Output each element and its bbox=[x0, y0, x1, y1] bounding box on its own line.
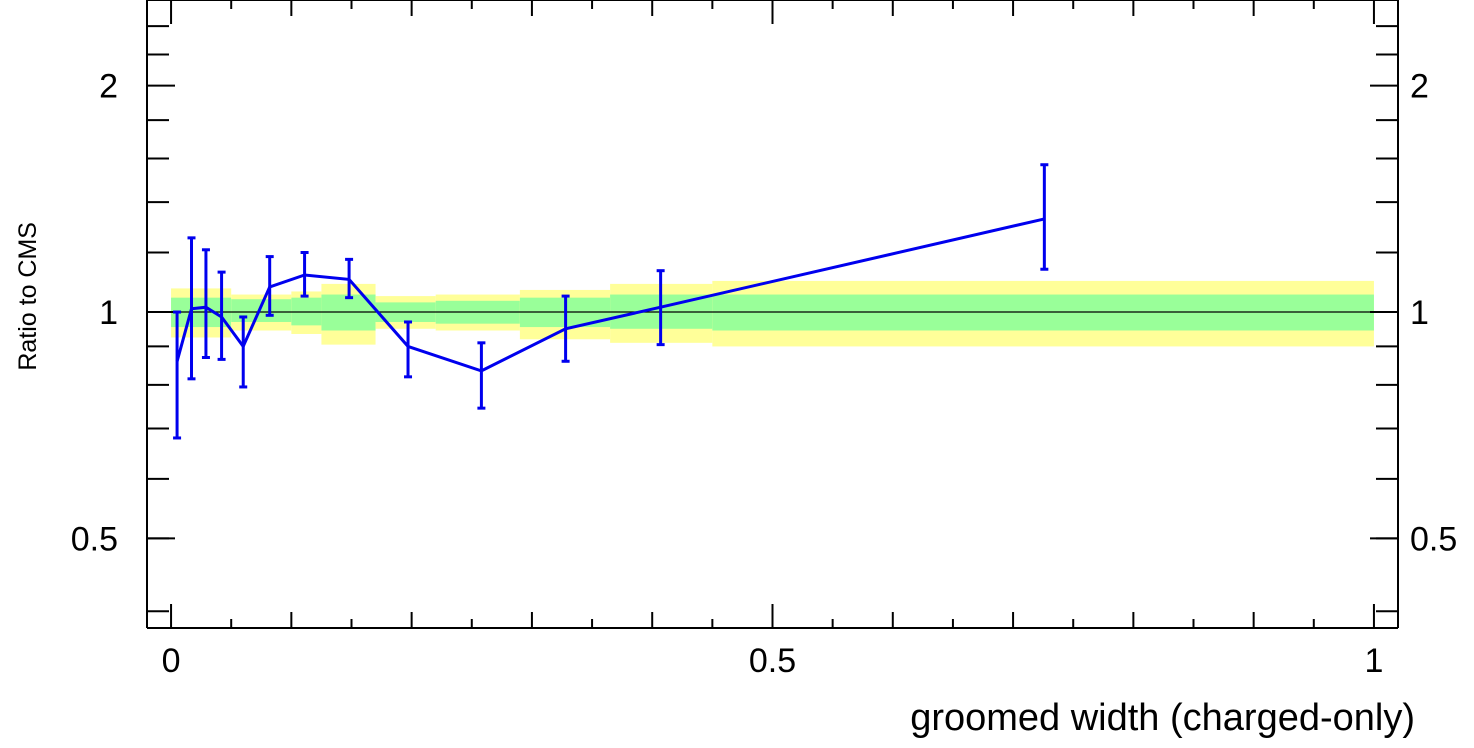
x-tick-label-2: 1 bbox=[1364, 642, 1383, 680]
y-tick-label-right-1: 1 bbox=[1410, 294, 1429, 332]
y-axis-title: Ratio to CMS bbox=[14, 222, 42, 371]
x-tick-label-1: 0.5 bbox=[749, 642, 796, 680]
y-tick-label-right-0: 0.5 bbox=[1410, 520, 1457, 558]
tick-labels: 0 0.5 1 0.5 0.5 1 1 2 2 bbox=[71, 68, 1458, 680]
mc-series bbox=[173, 163, 1049, 440]
y-tick-label-right-2: 2 bbox=[1410, 68, 1429, 106]
y-tick-label-left-1: 1 bbox=[99, 294, 118, 332]
uncertainty-bands bbox=[171, 280, 1374, 347]
plot-frame bbox=[146, 0, 1399, 629]
x-tick-label-0: 0 bbox=[162, 642, 181, 680]
y-tick-label-left-2: 2 bbox=[99, 68, 118, 106]
y-tick-label-left-0: 0.5 bbox=[71, 520, 118, 558]
x-axis-title: groomed width (charged-only) bbox=[910, 697, 1415, 739]
